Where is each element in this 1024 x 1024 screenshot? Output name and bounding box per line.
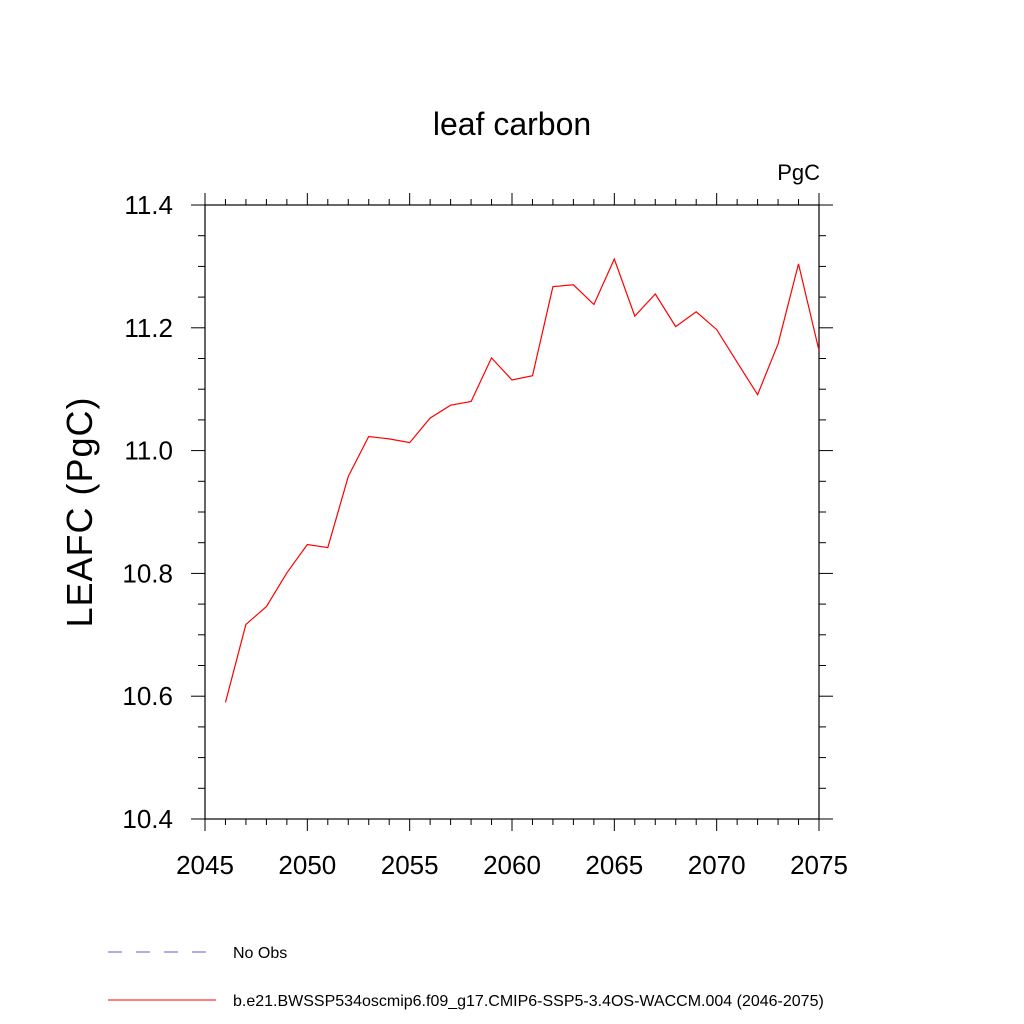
x-tick-labels: 2045 2050 2055 2060 2065 2070 2075 bbox=[176, 850, 848, 880]
y-tick-label: 10.8 bbox=[122, 558, 173, 588]
y-tick-label: 11.2 bbox=[124, 313, 173, 343]
plot-frame bbox=[204, 204, 820, 820]
x-tick-label: 2045 bbox=[176, 850, 234, 880]
units-label: PgC bbox=[777, 160, 820, 185]
y-tick-labels: 10.4 10.6 10.8 11.0 11.2 11.4 bbox=[122, 190, 173, 834]
x-tick-label: 2075 bbox=[790, 850, 848, 880]
series-group bbox=[224, 257, 820, 703]
x-tick-label: 2070 bbox=[688, 850, 746, 880]
legend-label-no-obs: No Obs bbox=[233, 945, 287, 962]
x-tick-label: 2060 bbox=[483, 850, 541, 880]
series-line-0 bbox=[224, 257, 820, 703]
y-axis-label: LEAFC (PgC) bbox=[59, 396, 100, 627]
x-tick-label: 2050 bbox=[278, 850, 336, 880]
legend-label-model: b.e21.BWSSP534oscmip6.f09_g17.CMIP6-SSP5… bbox=[233, 993, 824, 1010]
y-tick-label: 11.0 bbox=[124, 436, 173, 466]
x-tick-label: 2065 bbox=[585, 850, 643, 880]
y-tick-label: 10.6 bbox=[122, 681, 173, 711]
axis-ticks bbox=[191, 193, 833, 831]
chart-title: leaf carbon bbox=[433, 106, 591, 142]
y-tick-label: 10.4 bbox=[122, 804, 173, 834]
legend: No Obs b.e21.BWSSP534oscmip6.f09_g17.CMI… bbox=[108, 945, 824, 1010]
y-tick-label: 11.4 bbox=[124, 190, 173, 220]
x-tick-label: 2055 bbox=[381, 850, 439, 880]
